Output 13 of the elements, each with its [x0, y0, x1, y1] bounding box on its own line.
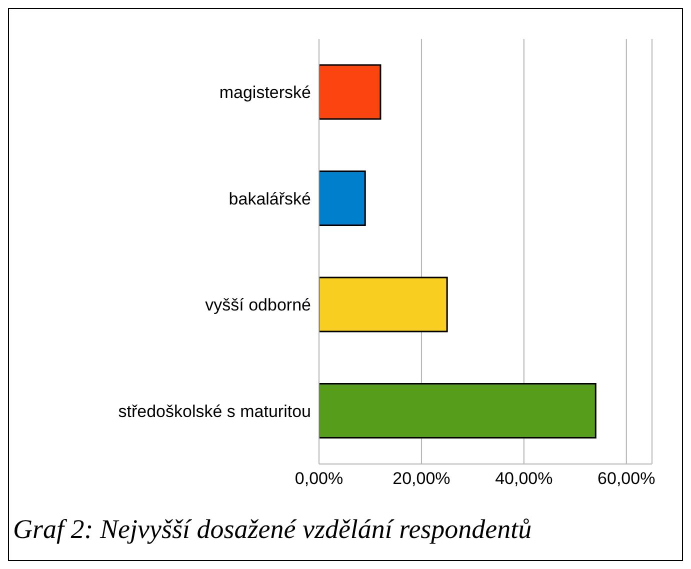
y-tick-label: bakalářské	[228, 189, 311, 208]
text: Graf 2: Nejvyšší dosažené vzdělání respondentů	[12, 514, 533, 545]
bar	[319, 276, 448, 332]
y-tick-label: středoškolské s maturitou	[118, 402, 311, 421]
x-tick-label: 40,00%	[495, 469, 553, 488]
x-tick-label: 20,00%	[392, 469, 450, 488]
y-tick-label: vyšší odborné	[205, 296, 311, 315]
bar	[319, 64, 382, 120]
x-tick-label: 0,00%	[294, 469, 344, 488]
bar	[319, 383, 596, 438]
y-tick-label: magisterské	[219, 83, 311, 102]
bar	[319, 170, 366, 226]
x-tick-label: 60,00%	[598, 469, 656, 488]
